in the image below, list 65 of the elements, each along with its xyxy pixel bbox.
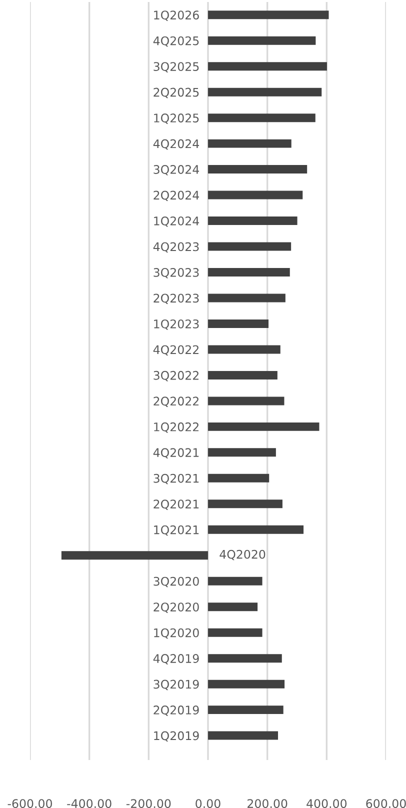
y-tick-label: 4Q2020: [220, 550, 266, 560]
bar: [208, 216, 298, 226]
bar: [208, 88, 322, 96]
bar: [208, 345, 280, 354]
y-tick-label: 4Q2025: [153, 36, 199, 47]
bar: [208, 36, 316, 45]
x-tick-label: 200.00: [248, 799, 288, 808]
bar: [61, 551, 208, 560]
bar: [208, 62, 327, 71]
bar: [208, 500, 282, 508]
y-tick-label: 3Q2025: [154, 62, 199, 72]
y-tick-label: 3Q2020: [154, 576, 199, 588]
y-tick-label: 3Q2024: [154, 165, 200, 176]
y-tick-label: 1Q2022: [154, 422, 198, 433]
bar: [208, 319, 269, 328]
y-tick-label: 2Q2020: [154, 602, 199, 613]
bar: [208, 10, 329, 20]
bar: [208, 190, 303, 200]
bar: [208, 706, 284, 714]
y-tick-label: 3Q2021: [154, 474, 199, 484]
y-tick-label: 2Q2025: [154, 88, 199, 98]
bar: [208, 422, 320, 431]
y-tick-label: 2Q2022: [154, 396, 198, 407]
y-tick-label: 1Q2024: [154, 216, 200, 227]
bar: [208, 448, 276, 457]
x-tick-label: 600.00: [366, 799, 406, 808]
y-tick-label: 1Q2023: [154, 319, 199, 330]
y-tick-label: 2Q2021: [154, 500, 199, 510]
y-tick-label: 4Q2019: [153, 654, 199, 664]
bar: [208, 654, 282, 663]
x-tick-label: -200.00: [126, 799, 171, 808]
x-tick-label: -600.00: [8, 799, 52, 808]
bar: [208, 525, 304, 534]
bar: [208, 370, 278, 380]
y-tick-label: 3Q2023: [154, 268, 199, 278]
x-tick-label: 400.00: [306, 799, 347, 808]
bar: [208, 242, 292, 251]
y-tick-label: 4Q2023: [153, 242, 199, 253]
y-tick-label: 1Q2025: [154, 114, 199, 124]
bar: [208, 474, 270, 482]
y-tick-label: 1Q2020: [154, 628, 199, 639]
bar: [208, 165, 308, 174]
bar: [208, 602, 258, 612]
bar: [208, 680, 285, 688]
x-tick-label: -400.00: [67, 799, 112, 808]
x-tick-label: 0.00: [196, 799, 220, 808]
y-tick-label: 4Q2022: [153, 345, 198, 356]
y-tick-label: 1Q2019: [154, 731, 199, 742]
y-tick-label: 4Q2024: [153, 139, 200, 150]
bar: [208, 396, 284, 406]
y-tick-label: 3Q2022: [154, 370, 198, 382]
bar: [208, 628, 262, 637]
y-tick-label: 2Q2023: [154, 294, 199, 304]
y-tick-label: 2Q2019: [154, 706, 199, 716]
y-tick-label: 1Q2021: [154, 525, 199, 536]
bar: [208, 576, 262, 586]
y-tick-label: 2Q2024: [154, 190, 200, 202]
bar: [208, 731, 278, 740]
y-tick-label: 4Q2021: [153, 448, 199, 458]
bar: [208, 294, 286, 302]
bar: [208, 268, 290, 276]
bar: [208, 114, 316, 122]
y-tick-label: 3Q2019: [154, 680, 199, 690]
bar: [208, 139, 292, 148]
y-tick-label: 1Q2026: [154, 10, 199, 21]
